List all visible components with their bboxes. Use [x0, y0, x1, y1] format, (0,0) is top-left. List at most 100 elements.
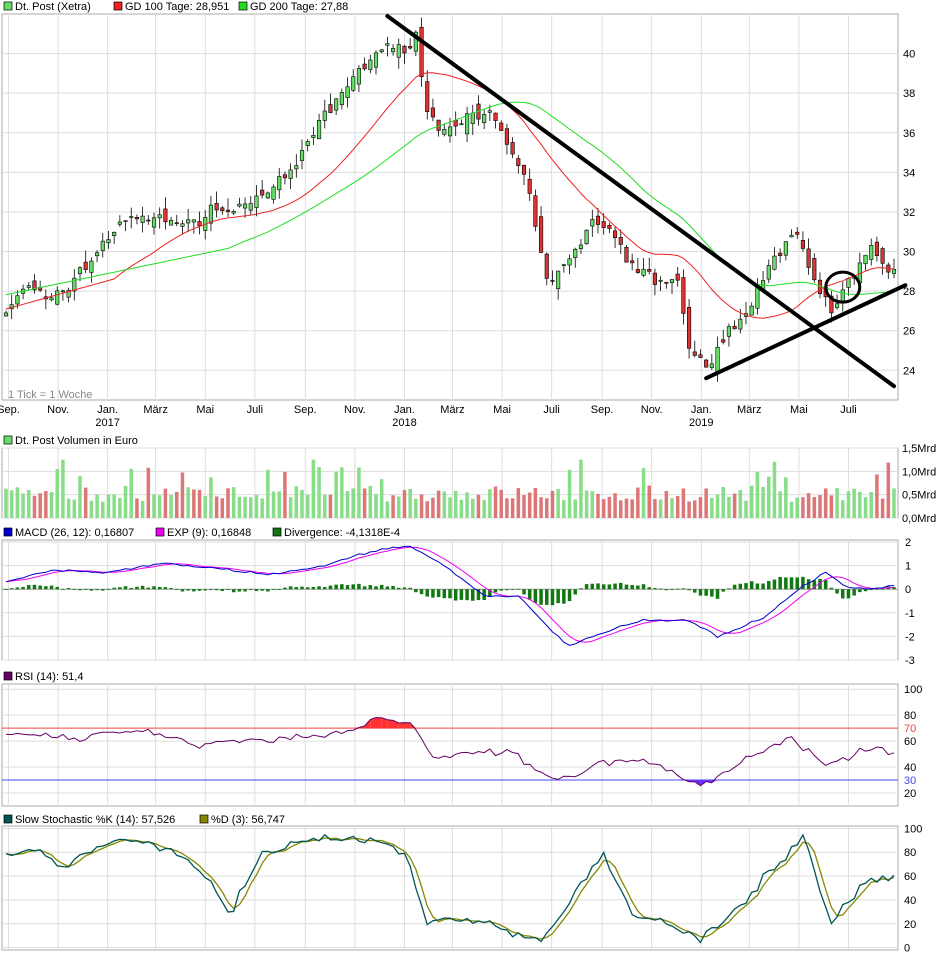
stochastic-series: [5, 833, 895, 944]
candle-up: [459, 123, 464, 126]
candle-up: [413, 31, 418, 52]
candle-down: [778, 252, 783, 257]
volume-bar: [351, 488, 355, 518]
volume-bar: [812, 496, 817, 518]
rsi-overbought-fill: [376, 717, 382, 729]
divergence-bar: [869, 589, 873, 591]
candle-up: [396, 44, 401, 58]
volume-bar: [613, 493, 617, 518]
stoch-legend: Slow Stochastic %K (14): 57,526 %D (3): …: [3, 814, 285, 826]
month-label: Nov.: [641, 404, 663, 416]
candle-down: [795, 231, 800, 235]
volume-bar: [95, 494, 99, 518]
volume-bar: [379, 479, 384, 518]
volume-bar: [545, 498, 549, 518]
divergence-bar: [152, 586, 156, 590]
volume-bar: [488, 489, 492, 518]
candle-up: [573, 248, 578, 258]
divergence-bar: [681, 588, 686, 590]
candle-up: [254, 195, 259, 208]
candle-up: [151, 217, 157, 228]
divergence-bar: [27, 585, 31, 590]
month-label: Juli: [247, 404, 264, 416]
legend-gd200-label: GD 200 Tage: 27,88: [250, 1, 348, 13]
volume-bar: [61, 459, 65, 518]
candle-up: [738, 318, 743, 330]
price-tick-label: 28: [903, 286, 915, 298]
macd-tick-label: -1: [905, 608, 915, 620]
volume-bar: [9, 490, 14, 518]
volume-bar: [476, 494, 481, 518]
volume-bar: [749, 485, 754, 518]
rsi-legend: RSI (14): 51,4: [3, 671, 83, 683]
volume-bar: [334, 471, 338, 518]
divergence-bar: [465, 589, 469, 601]
candle-down: [704, 359, 709, 368]
candle-down: [32, 280, 37, 291]
legend-volume-label: Dt. Post Volumen in Euro: [15, 435, 138, 447]
candle-up: [243, 203, 248, 209]
volume-bar: [607, 496, 612, 518]
candle-up: [112, 231, 117, 236]
divergence-bar: [157, 586, 162, 590]
volume-bar: [408, 488, 412, 518]
volume-bar: [72, 499, 77, 518]
volume-bar: [32, 495, 37, 518]
candle-up: [157, 214, 162, 219]
volume-bar: [78, 475, 82, 518]
volume-bar: [550, 490, 555, 518]
candle-up: [869, 245, 874, 260]
divergence-bar: [44, 586, 48, 590]
divergence-bar: [772, 579, 777, 590]
candle-up: [345, 86, 350, 99]
divergence-bar: [693, 589, 697, 593]
axis-labels: 24 26 28 30 32 34 36 38 40 0,0Mrd 0,5Mrd 1,0Mrd 1,5M…: [0, 49, 936, 955]
volume-tick-label: 0,0Mrd: [902, 513, 936, 525]
volume-tick-label: 0,5Mrd: [902, 490, 936, 502]
candle-up: [715, 347, 720, 373]
divergence-bar: [562, 589, 566, 604]
volume-bar: [414, 498, 418, 518]
volume-bar: [254, 495, 259, 518]
divergence-bar: [89, 589, 94, 591]
divergence-bar: [784, 577, 788, 590]
exp-line: [5, 546, 895, 643]
divergence-bar: [875, 588, 879, 590]
candle-down: [613, 230, 618, 239]
candle-up: [191, 219, 196, 223]
volume-bar: [140, 500, 145, 518]
rsi-tick-label: 80: [904, 710, 916, 722]
month-label: Juli: [840, 404, 857, 416]
grid-lines: [2, 14, 898, 950]
month-label: Jan.: [394, 404, 415, 416]
volume-bar: [397, 496, 401, 518]
volume-bar: [755, 471, 760, 518]
divergence-bar: [767, 581, 771, 590]
candle-up: [237, 203, 242, 207]
divergence-bar: [266, 589, 270, 592]
divergence-bar: [755, 583, 760, 590]
volume-bar: [784, 477, 788, 518]
volume-bar: [112, 494, 116, 518]
candle-up: [447, 126, 453, 137]
divergence-bar: [203, 589, 207, 591]
candle-up: [186, 219, 191, 224]
macd-legend: MACD (26, 12): 0,16807 EXP (9): 0,16848 …: [3, 527, 400, 539]
stoch-tick-label: 80: [904, 847, 916, 859]
volume-bar: [123, 485, 128, 518]
volume-bar: [163, 488, 168, 518]
candle-up: [442, 128, 447, 135]
divergence-bar: [169, 588, 173, 590]
price-tick-label: 30: [903, 247, 915, 259]
candle-up: [288, 169, 293, 179]
divergence-bar: [710, 589, 714, 597]
divergence-bar: [4, 589, 8, 590]
rsi-overbought-fill: [410, 722, 416, 729]
divergence-bar: [83, 589, 88, 590]
rsi-level-label: 70: [904, 723, 916, 735]
candle-up: [89, 260, 94, 273]
divergence-bar: [818, 578, 822, 590]
volume-bar: [305, 494, 310, 518]
divergence-bar: [641, 584, 646, 590]
candle-up: [334, 98, 339, 111]
